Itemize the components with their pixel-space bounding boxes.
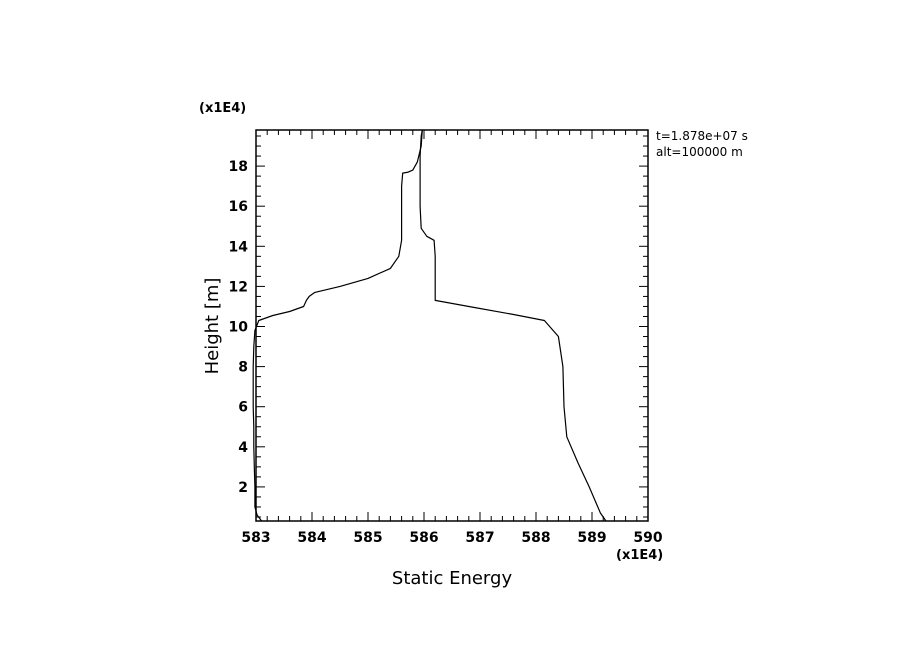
y-tick-label: 8 xyxy=(238,360,248,376)
y-tick-label: 12 xyxy=(229,279,248,295)
y-tick-label: 10 xyxy=(229,320,249,336)
time-annotation: t=1.878e+07 s xyxy=(656,129,748,143)
tick-labels: 583 584 585 586 587 588 589 590 2 4 6 8 10 12 14 16 18 xyxy=(229,159,663,546)
y-axis-title: Height [m] xyxy=(202,278,223,375)
axis-ticks xyxy=(255,130,649,521)
series-line-1 xyxy=(252,129,423,522)
x-tick-label: 584 xyxy=(297,530,326,546)
altitude-annotation: alt=100000 m xyxy=(656,145,743,159)
x-tick-label: 589 xyxy=(577,530,606,546)
x-tick-label: 590 xyxy=(633,530,662,546)
y-tick-label: 16 xyxy=(229,199,248,215)
plot-frame xyxy=(255,129,649,522)
y-tick-label: 4 xyxy=(238,440,248,456)
x-tick-label: 585 xyxy=(353,530,382,546)
y-multiplier-label: (x1E4) xyxy=(199,101,246,116)
x-tick-label: 586 xyxy=(409,530,438,546)
x-tick-label: 587 xyxy=(465,530,494,546)
y-tick-label: 6 xyxy=(238,400,248,416)
y-tick-label: 18 xyxy=(229,159,248,175)
x-axis-title: Static Energy xyxy=(392,568,513,589)
series-line-2 xyxy=(419,129,607,522)
series-lines xyxy=(252,129,607,522)
y-tick-label: 14 xyxy=(229,239,249,255)
x-tick-label: 588 xyxy=(521,530,550,546)
x-tick-label: 583 xyxy=(241,530,270,546)
x-multiplier-label: (x1E4) xyxy=(616,548,663,563)
y-tick-label: 2 xyxy=(238,480,248,496)
